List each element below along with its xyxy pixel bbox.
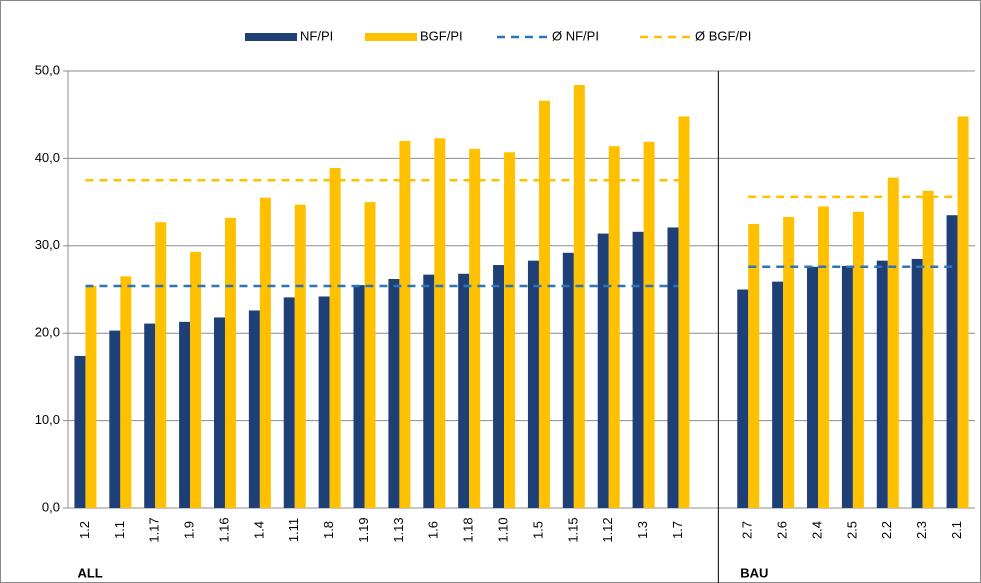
x-tick-label: 1.17 xyxy=(147,517,162,542)
y-tick-label: 50,0 xyxy=(35,62,60,77)
x-tick-label: 1.7 xyxy=(670,521,685,539)
bar xyxy=(388,279,400,508)
bar xyxy=(74,355,86,508)
bar xyxy=(399,140,411,509)
bar xyxy=(632,231,644,509)
x-tick-label: 1.13 xyxy=(391,517,406,542)
bar xyxy=(155,222,167,508)
bar xyxy=(667,227,679,509)
bar xyxy=(458,273,470,508)
x-tick-label: 2.1 xyxy=(949,521,964,539)
bar xyxy=(772,281,784,508)
x-tick-label: 1.19 xyxy=(356,517,371,542)
y-tick-label: 20,0 xyxy=(35,325,60,340)
bar xyxy=(562,252,574,508)
bar xyxy=(573,84,585,508)
bar xyxy=(807,266,819,508)
bar xyxy=(434,138,446,508)
bar xyxy=(946,215,958,508)
bar xyxy=(852,211,864,509)
bar xyxy=(527,260,539,508)
bar xyxy=(109,330,121,508)
bar xyxy=(783,216,795,508)
bar xyxy=(493,265,505,508)
bar xyxy=(818,206,830,508)
bar xyxy=(887,177,899,509)
x-tick-label: 1.2 xyxy=(77,521,92,539)
bar xyxy=(329,168,341,508)
x-tick-label: 1.1 xyxy=(112,521,127,539)
bar xyxy=(283,297,295,508)
bar xyxy=(876,260,888,508)
bar xyxy=(643,141,655,508)
x-tick-label: 1.6 xyxy=(426,521,441,539)
bar xyxy=(911,258,923,508)
y-tick-label: 10,0 xyxy=(35,412,60,427)
x-tick-label: 1.16 xyxy=(216,517,231,542)
y-tick-label: 40,0 xyxy=(35,150,60,165)
bar xyxy=(957,116,969,508)
bar xyxy=(353,285,365,508)
bar xyxy=(469,148,481,508)
bar xyxy=(748,223,760,508)
bar xyxy=(224,217,236,508)
y-tick-label: 0,0 xyxy=(42,499,60,514)
x-tick-label: 2.2 xyxy=(879,521,894,539)
x-tick-label: 1.9 xyxy=(182,521,197,539)
bar xyxy=(179,321,191,508)
bar xyxy=(294,204,306,509)
y-tick-label: 30,0 xyxy=(35,237,60,252)
bar xyxy=(85,286,97,508)
x-tick-label: 1.8 xyxy=(321,521,336,539)
x-tick-label: 1.3 xyxy=(635,521,650,539)
bar xyxy=(608,146,620,508)
group-label: ALL xyxy=(77,565,102,580)
x-tick-label: 1.12 xyxy=(600,517,615,542)
x-tick-label: 2.7 xyxy=(740,521,755,539)
x-tick-label: 2.6 xyxy=(775,521,790,539)
bar xyxy=(737,289,749,508)
bar xyxy=(259,197,271,509)
legend-label: BGF/PI xyxy=(420,28,463,43)
bar xyxy=(318,296,330,508)
bar xyxy=(538,100,550,508)
x-tick-label: 2.4 xyxy=(809,521,824,539)
bar xyxy=(841,265,853,508)
bar xyxy=(423,274,435,508)
x-tick-label: 2.3 xyxy=(914,521,929,539)
legend-label: Ø NF/PI xyxy=(552,28,599,43)
bar xyxy=(504,152,516,509)
x-tick-label: 1.4 xyxy=(251,521,266,539)
x-tick-label: 2.5 xyxy=(844,521,859,539)
average-line xyxy=(85,179,958,199)
legend-swatch xyxy=(365,33,417,41)
x-tick-label: 1.15 xyxy=(565,517,580,542)
bar xyxy=(678,116,690,508)
x-tick-label: 1.11 xyxy=(286,518,301,542)
group-label: BAU xyxy=(740,565,768,580)
bar xyxy=(248,310,260,508)
bar xyxy=(922,190,934,508)
bar xyxy=(120,276,132,508)
bar xyxy=(597,233,609,508)
bar xyxy=(213,317,225,508)
bar xyxy=(190,251,202,508)
legend-label: Ø BGF/PI xyxy=(695,28,751,43)
legend-swatch xyxy=(245,33,297,41)
x-tick-label: 1.18 xyxy=(461,517,476,542)
x-tick-label: 1.5 xyxy=(530,521,545,539)
legend-label: NF/PI xyxy=(300,28,333,43)
bar xyxy=(364,202,376,508)
average-line xyxy=(85,265,958,288)
bar xyxy=(144,323,156,508)
x-tick-label: 1.10 xyxy=(495,517,510,542)
